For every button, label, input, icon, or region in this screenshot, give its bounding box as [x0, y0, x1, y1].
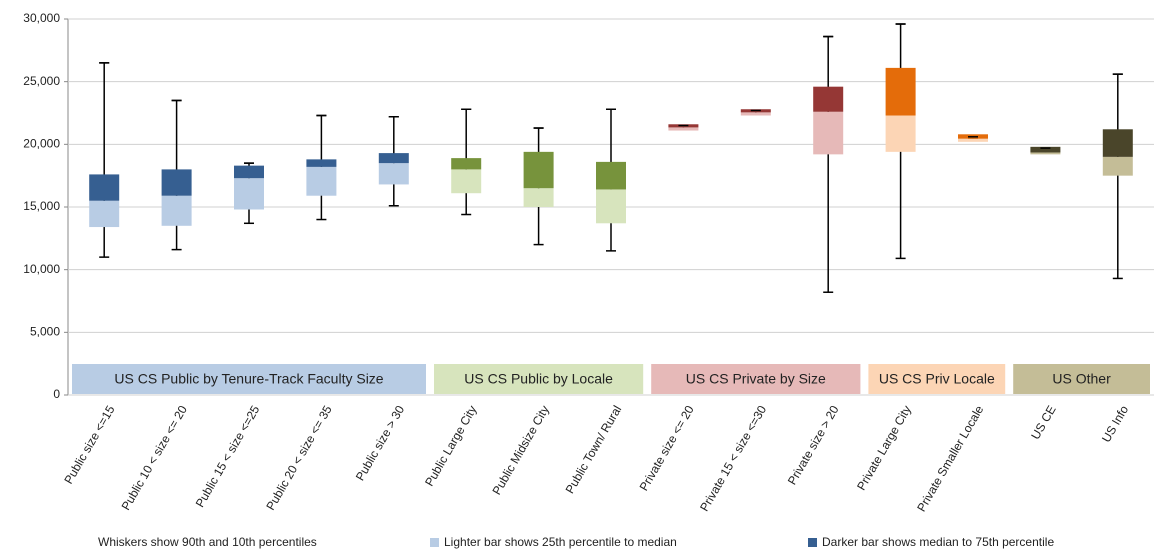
note: Lighter bar shows 25th percentile to med…	[444, 535, 677, 549]
x-tick-label: Private size <= 20	[637, 403, 697, 493]
box-lower	[596, 189, 626, 224]
x-tick-label: Private size > 20	[785, 403, 842, 487]
x-tick-label: Private Large City	[854, 403, 914, 493]
group-band	[868, 364, 1006, 394]
group-band	[72, 364, 426, 394]
group-label: US CS Public by Tenure-Track Faculty Siz…	[114, 371, 383, 387]
box-upper	[596, 161, 626, 190]
y-tick-label: 25,000	[23, 74, 60, 88]
x-tick-label: Public Midsize City	[489, 403, 551, 497]
box-lower	[523, 188, 554, 207]
note-swatch	[808, 538, 817, 547]
box-lower	[958, 138, 988, 142]
box-upper	[161, 169, 192, 196]
box-lower	[1030, 152, 1061, 155]
y-tick-label: 15,000	[23, 199, 60, 213]
y-tick-label: 20,000	[23, 137, 60, 151]
box-upper	[523, 151, 554, 189]
x-tick-label: Public 20 < size <= 35	[263, 403, 334, 513]
box-lower	[813, 111, 844, 155]
box-upper	[378, 153, 409, 164]
box-lower	[161, 195, 192, 226]
box-upper	[451, 158, 482, 170]
box-lower	[1102, 156, 1133, 176]
group-band	[1013, 364, 1150, 394]
y-tick-label: 30,000	[23, 11, 60, 25]
box-upper	[1102, 129, 1133, 157]
x-tick-label: Public Town/ Rural	[563, 403, 625, 496]
box-lower	[451, 169, 482, 194]
group-label: US CS Public by Locale	[464, 371, 613, 387]
x-tick-label: Public size > 30	[353, 403, 407, 483]
box-upper	[885, 67, 916, 116]
x-tick-label: Public 15 < size <=25	[193, 403, 263, 510]
box-lower	[740, 112, 771, 116]
box-lower	[885, 115, 916, 152]
group-label: US CS Priv Locale	[879, 371, 995, 387]
x-tick-label: Public size <=15	[61, 403, 117, 487]
box-lower	[668, 127, 699, 131]
y-tick-label: 10,000	[23, 262, 60, 276]
x-tick-label: Public 10 < size <= 20	[119, 403, 190, 513]
box-lower	[306, 166, 337, 196]
group-label: US CS Private by Size	[686, 371, 826, 387]
box-upper	[1030, 146, 1061, 153]
x-tick-label: US Info	[1099, 403, 1131, 445]
note-swatch	[430, 538, 439, 547]
box-upper	[234, 165, 264, 179]
note: Whiskers show 90th and 10th percentiles	[98, 535, 317, 549]
y-tick-label: 5,000	[30, 325, 60, 339]
box-upper	[306, 159, 337, 167]
box-lower	[378, 163, 409, 185]
group-band	[651, 364, 861, 394]
box-upper	[813, 86, 844, 112]
x-tick-label: Private Smaller Locale	[914, 403, 986, 514]
y-tick-label: 0	[53, 387, 60, 401]
x-tick-label: Private 15 < size <=30	[697, 403, 769, 514]
box-lower	[89, 200, 120, 228]
x-tick-label: US CE	[1028, 403, 1058, 442]
note: Darker bar shows median to 75th percenti…	[822, 535, 1054, 549]
box-lower	[234, 178, 264, 210]
group-label: US Other	[1052, 371, 1111, 387]
x-tick-label: Public Large City	[422, 403, 479, 489]
box-upper	[89, 174, 120, 201]
group-band	[434, 364, 644, 394]
